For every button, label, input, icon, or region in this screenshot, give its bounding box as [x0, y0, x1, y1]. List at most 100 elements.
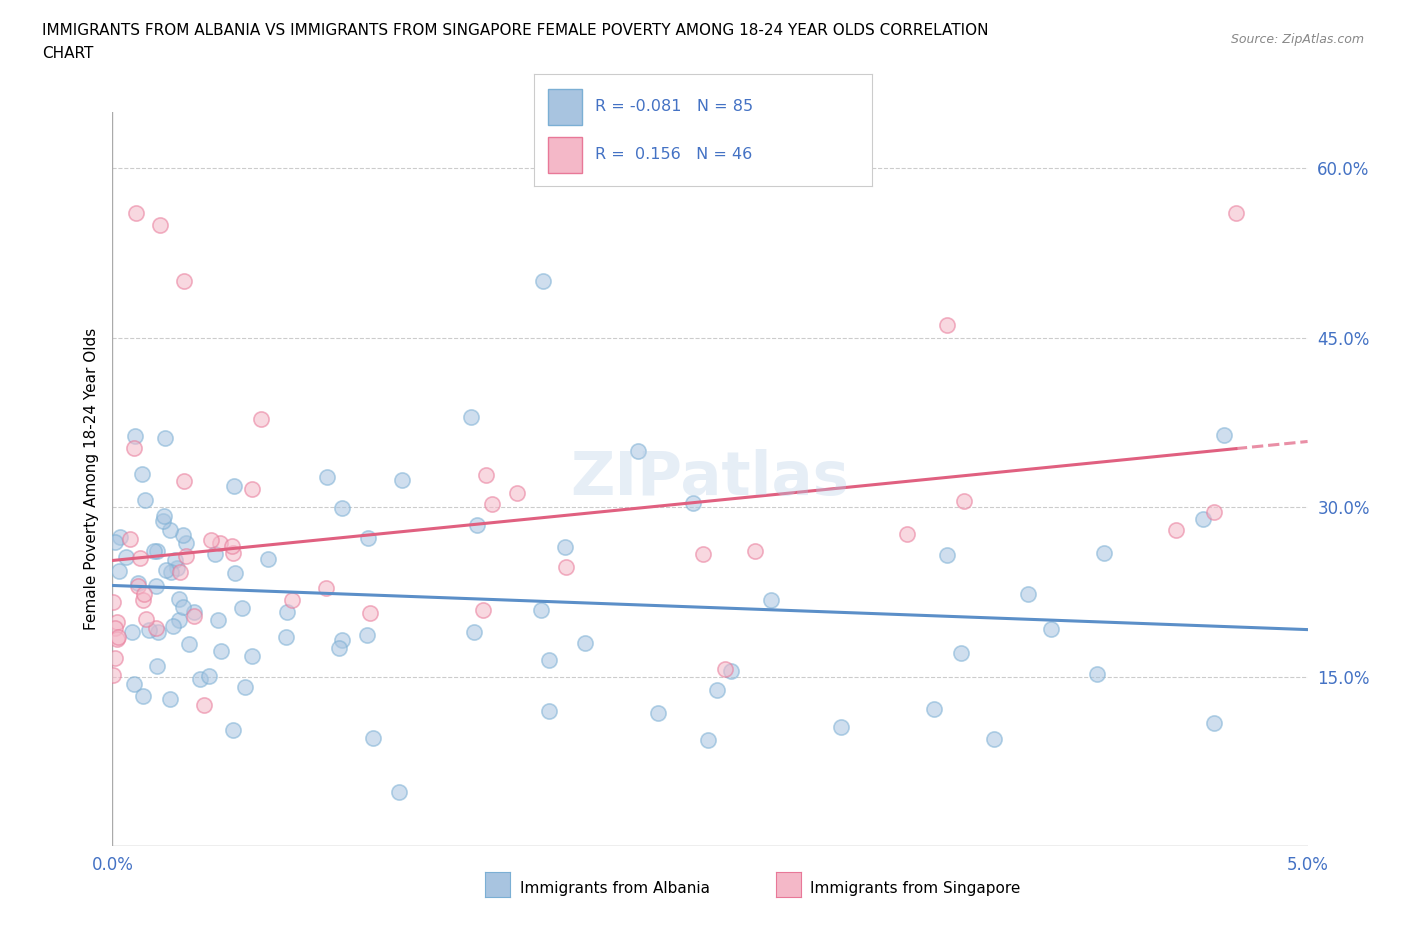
- Point: [124, 676, 146, 691]
- Point: [240, 482, 263, 497]
- Point: [124, 429, 146, 444]
- Point: [1225, 206, 1247, 220]
- Point: [125, 206, 148, 220]
- Y-axis label: Female Poverty Among 18-24 Year Olds: Female Poverty Among 18-24 Year Olds: [83, 328, 98, 631]
- Point: [155, 563, 177, 578]
- Point: [233, 680, 256, 695]
- Point: [159, 692, 181, 707]
- Point: [280, 592, 302, 607]
- Point: [481, 497, 503, 512]
- Point: [132, 689, 155, 704]
- Bar: [548, 137, 582, 173]
- Point: [554, 560, 576, 575]
- Point: [131, 467, 153, 482]
- Point: [706, 683, 728, 698]
- Point: [152, 513, 174, 528]
- Point: [936, 548, 959, 563]
- Point: [221, 538, 243, 553]
- Point: [127, 576, 149, 591]
- Point: [231, 601, 253, 616]
- Point: [104, 650, 127, 665]
- Point: [159, 523, 181, 538]
- Point: [222, 723, 245, 737]
- Point: [714, 661, 737, 676]
- Point: [983, 731, 1005, 746]
- Point: [173, 273, 195, 288]
- Point: [145, 659, 167, 674]
- Text: Source: ZipAtlas.com: Source: ZipAtlas.com: [1230, 33, 1364, 46]
- Point: [193, 698, 215, 712]
- Point: [574, 635, 596, 650]
- Point: [330, 632, 353, 647]
- Point: [391, 473, 413, 488]
- Point: [475, 468, 498, 483]
- Point: [107, 630, 129, 644]
- Point: [105, 631, 128, 646]
- Point: [692, 547, 714, 562]
- Point: [172, 600, 194, 615]
- Text: Immigrants from Singapore: Immigrants from Singapore: [810, 881, 1021, 896]
- Point: [328, 640, 350, 655]
- Point: [744, 543, 766, 558]
- Point: [101, 594, 124, 609]
- Point: [204, 546, 226, 561]
- Text: R = -0.081   N = 85: R = -0.081 N = 85: [595, 100, 754, 114]
- Point: [505, 486, 527, 501]
- Point: [1017, 587, 1039, 602]
- Point: [330, 500, 353, 515]
- Point: [530, 603, 553, 618]
- Point: [830, 720, 852, 735]
- Point: [207, 613, 229, 628]
- Point: [167, 612, 190, 627]
- Point: [143, 543, 166, 558]
- Point: [463, 625, 485, 640]
- Point: [174, 549, 197, 564]
- Point: [276, 604, 298, 619]
- Point: [759, 592, 782, 607]
- Point: [200, 533, 222, 548]
- Point: [1092, 546, 1115, 561]
- Point: [148, 625, 170, 640]
- Point: [315, 580, 337, 595]
- Point: [682, 496, 704, 511]
- Point: [359, 605, 381, 620]
- Point: [188, 671, 211, 686]
- Point: [388, 785, 411, 800]
- Text: ZIPatlas: ZIPatlas: [571, 449, 849, 509]
- Point: [1192, 512, 1215, 526]
- Point: [953, 494, 976, 509]
- Point: [183, 604, 205, 619]
- Point: [104, 620, 127, 635]
- Point: [221, 546, 243, 561]
- Point: [357, 530, 380, 545]
- Point: [257, 551, 280, 566]
- Point: [222, 478, 245, 493]
- Point: [1212, 427, 1234, 442]
- Point: [121, 625, 143, 640]
- Point: [276, 630, 298, 644]
- Point: [152, 509, 174, 524]
- Point: [162, 619, 184, 634]
- Point: [173, 474, 195, 489]
- Point: [209, 644, 232, 658]
- Point: [134, 586, 156, 601]
- Point: [242, 648, 264, 663]
- Point: [105, 615, 128, 630]
- Point: [950, 645, 973, 660]
- Text: Immigrants from Albania: Immigrants from Albania: [520, 881, 710, 896]
- Point: [208, 536, 231, 551]
- Point: [250, 411, 273, 426]
- Point: [647, 706, 669, 721]
- Point: [145, 578, 167, 593]
- Text: CHART: CHART: [42, 46, 94, 61]
- Point: [896, 526, 918, 541]
- Point: [361, 730, 384, 745]
- Point: [127, 578, 149, 593]
- Point: [224, 565, 246, 580]
- Text: IMMIGRANTS FROM ALBANIA VS IMMIGRANTS FROM SINGAPORE FEMALE POVERTY AMONG 18-24 : IMMIGRANTS FROM ALBANIA VS IMMIGRANTS FR…: [42, 23, 988, 38]
- Point: [122, 441, 145, 456]
- Point: [183, 608, 205, 623]
- Point: [149, 218, 172, 232]
- Point: [1039, 621, 1062, 636]
- Point: [472, 603, 495, 618]
